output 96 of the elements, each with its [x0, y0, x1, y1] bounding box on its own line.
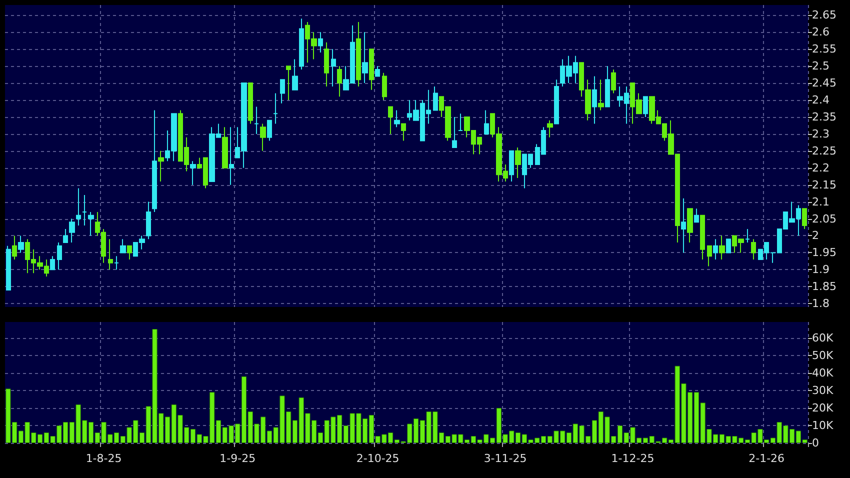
candlestick: [280, 79, 285, 104]
y-tick-label: 1.9: [812, 263, 830, 276]
y-tick-label: 10K: [812, 418, 834, 432]
candlestick: [108, 238, 113, 270]
candlestick: [458, 113, 463, 132]
candlestick: [146, 201, 151, 240]
y-tick-label: 2.3: [812, 127, 830, 140]
candlestick: [114, 256, 119, 270]
candlestick: [394, 110, 400, 128]
candlestick: [63, 228, 68, 244]
candlestick: [726, 238, 731, 254]
candlestick: [286, 66, 291, 101]
candlestick: [356, 21, 361, 87]
y-tick-label: 1.8: [812, 297, 830, 310]
candlestick: [337, 66, 342, 98]
candlestick: [50, 256, 55, 270]
candlestick: [229, 126, 234, 186]
candlestick: [260, 123, 266, 152]
candlestick: [598, 79, 604, 111]
candlestick: [152, 110, 157, 212]
y-tick-label: 2.15: [812, 178, 836, 192]
x-tick-label: 1-9-25: [220, 452, 256, 465]
candlestick: [382, 72, 387, 101]
y-tick-label: 2.2: [812, 161, 830, 174]
y-tick-label: 2.6: [812, 26, 830, 39]
y-tick-label: 20K: [812, 401, 834, 414]
candlestick: [69, 218, 75, 244]
x-tick-label: 2-10-25: [356, 452, 400, 465]
candlestick: [388, 106, 393, 134]
candlestick: [687, 208, 693, 244]
candlestick: [515, 147, 521, 179]
candlestick: [324, 42, 329, 87]
x-tick-label: 1-12-25: [611, 452, 654, 465]
y-tick-label: 2.35: [812, 110, 836, 124]
candlestick: [554, 79, 559, 124]
candlestick: [254, 106, 259, 134]
candlestick: [433, 86, 438, 111]
candlestick: [6, 245, 11, 291]
y-tick-label: 40K: [812, 366, 834, 380]
candlestick: [82, 194, 87, 226]
candlestick: [375, 66, 380, 77]
y-tick-label: 1.85: [812, 280, 836, 294]
y-tick-label: 30K: [812, 384, 834, 397]
y-tick-label: 2.4: [812, 94, 830, 107]
candlestick: [190, 160, 196, 186]
x-tick-label: 2-1-26: [748, 452, 785, 465]
candlestick: [88, 211, 94, 236]
y-tick-label: 50K: [812, 348, 834, 362]
y-tick-label: 2.05: [812, 212, 836, 226]
y-tick-label: 2.5: [812, 60, 830, 73]
candlestick: [57, 242, 62, 270]
candlestick: [318, 32, 323, 54]
candlestick: [331, 48, 336, 87]
candlestick: [751, 238, 756, 260]
y-tick-label: 2: [812, 229, 819, 242]
x-tick-label: 1-8-25: [86, 452, 122, 465]
x-tick-label: 3-11-25: [484, 452, 527, 465]
candlestick: [222, 126, 228, 168]
candlestick: [802, 208, 807, 230]
candlestick: [509, 150, 514, 182]
candlestick: [18, 235, 24, 254]
candlestick: [120, 238, 126, 254]
candlestick: [299, 18, 304, 70]
candlestick: [681, 198, 686, 254]
candlestick: [369, 48, 374, 90]
candlestick: [12, 235, 17, 260]
candlestick: [611, 68, 616, 94]
y-tick-label: 2.1: [812, 195, 830, 208]
candlestick: [484, 110, 489, 134]
y-tick-label: 2.65: [812, 8, 836, 22]
candlestick: [158, 150, 164, 182]
candlestick: [700, 214, 705, 260]
candlestick: [452, 116, 457, 148]
candlestick: [547, 120, 553, 138]
candlestick: [605, 66, 610, 108]
candlestick: [76, 188, 81, 226]
y-tick-label: 1.95: [812, 246, 836, 260]
candlestick: [267, 120, 272, 142]
candlestick: [127, 245, 132, 260]
y-tick-label: 60K: [812, 331, 834, 344]
candlestick: [713, 238, 718, 260]
candlestick: [694, 208, 699, 223]
candlestick: [719, 235, 725, 260]
candlestick: [273, 92, 278, 124]
candlestick: [643, 96, 648, 118]
candlestick: [745, 228, 750, 244]
candlestick: [292, 58, 298, 90]
candlestick: [248, 82, 253, 124]
y-tick-label: 2.25: [812, 144, 836, 158]
y-tick-label: 2.45: [812, 76, 836, 90]
candlestick: [362, 32, 368, 84]
candlestick: [592, 76, 597, 124]
candlestick: [707, 245, 712, 267]
y-tick-label: 0: [812, 436, 819, 450]
y-tick-label: 2.55: [812, 42, 836, 56]
candlestick: [401, 123, 406, 142]
